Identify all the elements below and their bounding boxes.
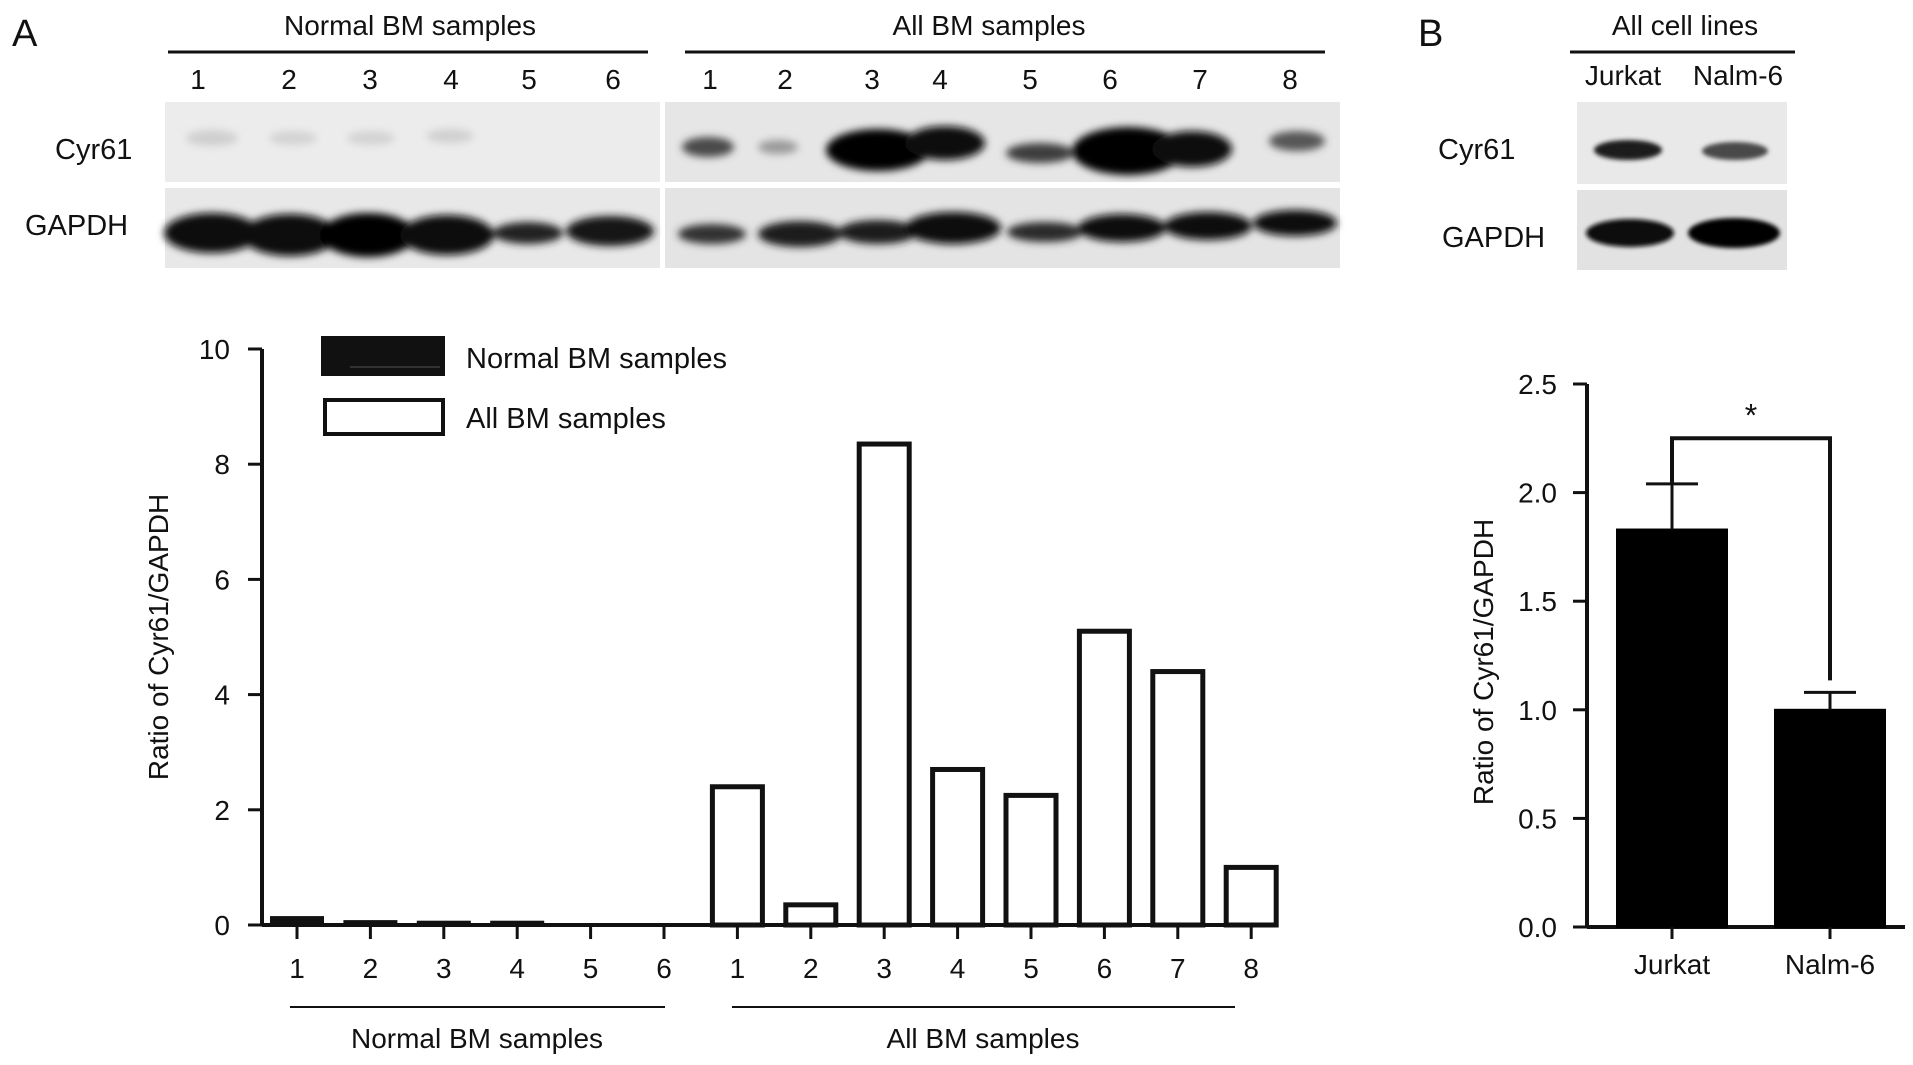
chart-b-significance: * <box>1670 397 1832 681</box>
chart-b-significance-star: * <box>1745 397 1757 433</box>
chart-a-bar-all-5 <box>1003 792 1059 928</box>
chart-b-y-tick-label: 2.5 <box>1518 369 1557 400</box>
blot-b-bands <box>1586 140 1780 248</box>
chart-a-x-tick-label: 4 <box>950 953 966 984</box>
chart-a-bar-all-7 <box>1150 669 1206 928</box>
chart-a-bar-normal-2 <box>343 920 398 927</box>
chart-a-x-tick-label: 2 <box>803 953 819 984</box>
chart-b-bar-nalm-6 <box>1774 708 1886 928</box>
legend-swatch-normal <box>321 336 445 376</box>
blot-a-bands <box>164 126 1337 257</box>
chart-a-y-tick-label: 6 <box>214 564 230 595</box>
blot-a-all-lane-4: 4 <box>932 64 948 95</box>
blot-b-lane-nalm6: Nalm-6 <box>1693 60 1783 91</box>
blot-a-normal-cyr61-strip <box>165 102 660 182</box>
blot-a-all-lane-7: 7 <box>1192 64 1208 95</box>
chart-a-all-group-label: All BM samples <box>887 1023 1080 1054</box>
panel-a-letter: A <box>12 13 38 55</box>
panel-b-letter: B <box>1418 13 1443 55</box>
chart-b-y-tick-label: 0.5 <box>1518 803 1557 834</box>
chart-a-normal-group-label: Normal BM samples <box>351 1023 603 1054</box>
chart-b-x-tick-labels: Jurkat Nalm-6 <box>1634 927 1875 980</box>
chart-a-y-tick-label: 8 <box>214 449 230 480</box>
chart-b-significance-bracket <box>1670 436 1832 681</box>
chart-a-legend: Normal BM samples All BM samples <box>321 336 727 436</box>
chart-a-bar-all-2 <box>783 902 839 928</box>
blot-a-normal-lane-5: 5 <box>521 64 537 95</box>
chart-a-x-tick-labels: 1 2 3 4 5 6 1 2 3 4 5 6 7 8 <box>289 925 1259 984</box>
chart-a-x-tick-label: 6 <box>656 953 672 984</box>
chart-a-x-tick-label: 6 <box>1097 953 1113 984</box>
blot-a-normal-header: Normal BM samples <box>284 10 536 41</box>
chart-a-x-tick-label: 2 <box>363 953 379 984</box>
blot-a-all-lane-labels: 1 2 3 4 5 6 7 8 <box>702 64 1298 95</box>
chart-a-x-tick-label: 1 <box>730 953 746 984</box>
chart-b-y-tick-label: 2.0 <box>1518 478 1557 509</box>
chart-a-ylabel: Ratio of Cyr61/GAPDH <box>143 494 174 780</box>
chart-a-bar-all-1 <box>709 784 765 928</box>
chart-a-x-tick-label: 8 <box>1243 953 1259 984</box>
chart-a-bar-normal-4 <box>490 920 545 927</box>
chart-a-x-tick-label: 3 <box>436 953 452 984</box>
blot-a-all-lane-1: 1 <box>702 64 718 95</box>
blot-a-all-lane-6: 6 <box>1102 64 1118 95</box>
chart-b-bar-jurkat <box>1616 528 1728 928</box>
blot-b-header: All cell lines <box>1612 10 1758 41</box>
chart-b-x-tick-label: Nalm-6 <box>1785 949 1875 980</box>
blot-a-normal-lane-6: 6 <box>605 64 621 95</box>
chart-a-x-tick-label: 4 <box>509 953 525 984</box>
chart-a-bars <box>270 441 1279 928</box>
blot-b: All cell lines Jurkat Nalm-6 Cyr61 GAPDH <box>1438 10 1795 270</box>
chart-a-bar-normal-1 <box>270 916 324 928</box>
blot-b-gapdh-label: GAPDH <box>1442 222 1545 254</box>
chart-b-y-tick-label: 1.0 <box>1518 695 1557 726</box>
blot-a-normal-lane-4: 4 <box>443 64 459 95</box>
blot-b-cyr61-label: Cyr61 <box>1438 134 1515 166</box>
chart-b-x-tick-label: Jurkat <box>1634 949 1710 980</box>
chart-a-x-tick-label: 5 <box>583 953 599 984</box>
blot-a-normal-lane-2: 2 <box>281 64 297 95</box>
blot-a-all-lane-2: 2 <box>777 64 793 95</box>
blot-a-normal-lane-labels: 1 2 3 4 5 6 <box>190 64 621 95</box>
chart-b-y-tick-label: 0.0 <box>1518 912 1557 943</box>
chart-b: Ratio of Cyr61/GAPDH 0.00.51.01.52.02.5 … <box>1468 369 1905 980</box>
blot-a-all-lane-8: 8 <box>1282 64 1298 95</box>
chart-a-bar-all-3 <box>856 441 912 928</box>
chart-a-y-tick-label: 2 <box>214 795 230 826</box>
chart-a-bar-all-8 <box>1223 864 1279 928</box>
chart-a-bar-all-4 <box>930 766 986 928</box>
blot-a-gapdh-label: GAPDH <box>25 210 128 242</box>
blot-a-normal-lane-1: 1 <box>190 64 206 95</box>
legend-label-normal: Normal BM samples <box>466 343 727 375</box>
chart-b-ylabel: Ratio of Cyr61/GAPDH <box>1468 519 1499 805</box>
blot-b-lane-jurkat: Jurkat <box>1585 60 1661 91</box>
blot-a-all-header: All BM samples <box>893 10 1086 41</box>
chart-a-x-tick-label: 1 <box>289 953 305 984</box>
chart-a-y-tick-label: 0 <box>214 910 230 941</box>
chart-a-y-tick-label: 4 <box>214 680 230 711</box>
chart-a-bar-normal-3 <box>416 920 471 927</box>
legend-swatch-all <box>323 398 445 436</box>
blot-a-normal-lane-3: 3 <box>362 64 378 95</box>
chart-a-bar-all-6 <box>1076 628 1132 928</box>
blot-a-cyr61-label: Cyr61 <box>55 134 132 166</box>
chart-b-y-tick-label: 1.5 <box>1518 586 1557 617</box>
blot-a-all-lane-5: 5 <box>1022 64 1038 95</box>
chart-b-bars <box>1616 482 1886 928</box>
chart-a-x-tick-label: 7 <box>1170 953 1186 984</box>
chart-a-x-tick-label: 3 <box>876 953 892 984</box>
chart-a-y-tick-label: 10 <box>199 334 230 365</box>
legend-label-all: All BM samples <box>466 403 666 435</box>
blot-a-all-lane-3: 3 <box>864 64 880 95</box>
chart-a-x-tick-label: 5 <box>1023 953 1039 984</box>
